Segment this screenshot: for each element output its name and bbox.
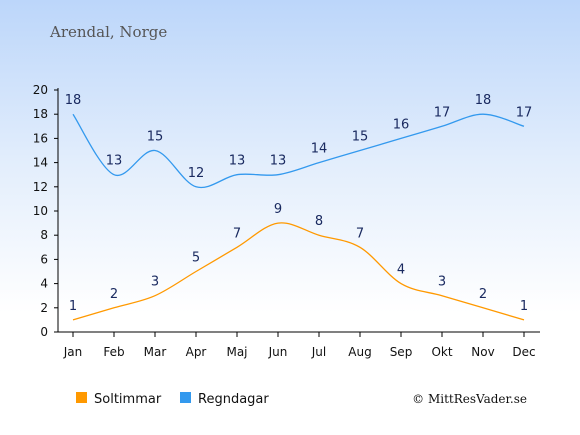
data-label-soltimmar: 2 (110, 287, 118, 302)
data-label-soltimmar: 7 (233, 226, 241, 241)
x-tick-label: Maj (226, 345, 247, 359)
data-label-soltimmar: 5 (192, 251, 200, 266)
x-tick-label: Aug (348, 345, 371, 359)
data-label-soltimmar: 2 (479, 287, 487, 302)
data-label-soltimmar: 4 (397, 263, 405, 278)
y-tick-label: 10 (33, 204, 48, 218)
data-label-soltimmar: 9 (274, 202, 282, 217)
data-label-regndagar: 17 (516, 105, 533, 120)
y-tick-label: 8 (40, 228, 48, 242)
legend-swatch-soltimmar (76, 392, 87, 403)
legend-label-regndagar: Regndagar (198, 392, 269, 407)
legend-label-soltimmar: Soltimmar (94, 392, 162, 407)
y-tick-label: 14 (33, 156, 48, 170)
y-tick-label: 0 (40, 325, 48, 339)
data-label-soltimmar: 3 (151, 275, 159, 290)
legend-swatch-regndagar (180, 392, 191, 403)
x-tick-label: Mar (144, 345, 167, 359)
data-label-regndagar: 14 (311, 142, 328, 157)
y-tick-label: 18 (33, 107, 48, 121)
y-tick-label: 2 (40, 301, 48, 315)
data-label-regndagar: 12 (188, 166, 205, 181)
x-tick-label: Apr (186, 345, 207, 359)
x-tick-label: Jan (63, 345, 83, 359)
data-label-regndagar: 15 (147, 130, 164, 145)
legend: Soltimmar Regndagar (76, 392, 269, 407)
data-label-regndagar: 13 (106, 154, 123, 169)
y-tick-label: 20 (33, 83, 48, 97)
y-tick-label: 6 (40, 252, 48, 266)
x-tick-label: Sep (390, 345, 413, 359)
data-label-soltimmar: 7 (356, 226, 364, 241)
data-label-regndagar: 18 (65, 93, 82, 108)
y-tick-label: 4 (40, 277, 48, 291)
data-label-soltimmar: 1 (69, 299, 77, 314)
data-label-soltimmar: 3 (438, 275, 446, 290)
data-label-soltimmar: 8 (315, 214, 323, 229)
data-label-soltimmar: 1 (520, 299, 528, 314)
chart-title: Arendal, Norge (49, 23, 167, 41)
y-tick-label: 16 (33, 131, 48, 145)
y-tick-label: 12 (33, 180, 48, 194)
series-line-regndagar (72, 113, 525, 189)
data-label-regndagar: 16 (393, 117, 410, 132)
series-layer (72, 113, 525, 321)
series-line-soltimmar (72, 222, 525, 321)
data-label-regndagar: 13 (270, 154, 287, 169)
x-tick-label: Nov (471, 345, 494, 359)
data-label-regndagar: 17 (434, 105, 451, 120)
x-tick-label: Jul (311, 345, 326, 359)
data-label-regndagar: 18 (475, 93, 492, 108)
credit-text: © MittResVader.se (412, 392, 527, 406)
data-label-regndagar: 13 (229, 154, 246, 169)
x-tick-label: Dec (512, 345, 535, 359)
x-tick-label: Feb (103, 345, 124, 359)
x-tick-label: Okt (431, 345, 452, 359)
x-tick-label: Jun (268, 345, 288, 359)
data-label-regndagar: 15 (352, 130, 369, 145)
